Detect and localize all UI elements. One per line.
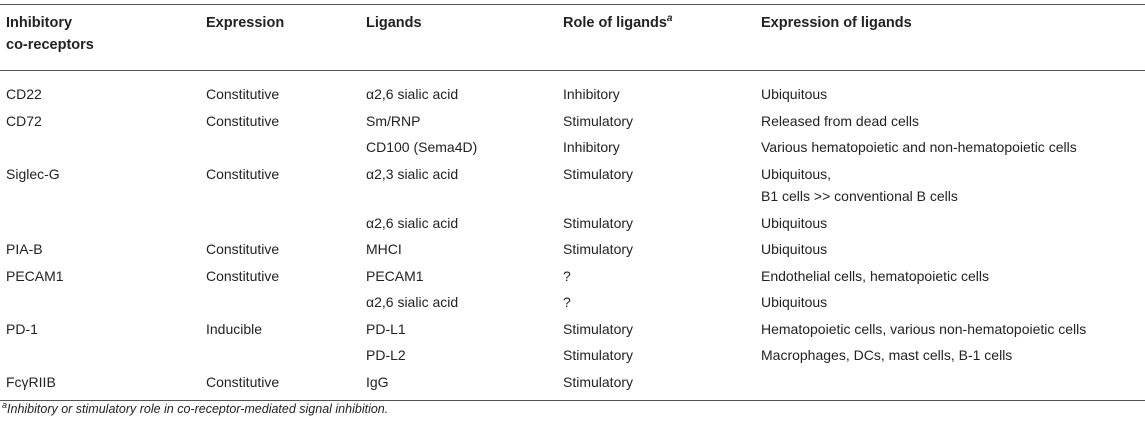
cell-ligand-expression (761, 369, 1145, 401)
cell-role: Inhibitory (563, 86, 620, 102)
cell-receptor: FcγRIIB (6, 373, 56, 390)
table-row: α2,6 sialic acid? Ubiquitous (0, 289, 1145, 316)
cell-ligand: MHCI (366, 241, 402, 257)
cell-role: ? (563, 267, 571, 284)
cell-receptor: PIA-B (6, 241, 43, 257)
cell-expression: Inducible (206, 320, 263, 337)
cell-expression (206, 289, 366, 316)
table-row: Siglec-G Constitutive α2,3 sialic acid Stim… (0, 161, 1145, 210)
cell-receptor: PECAM1 (6, 267, 64, 284)
cell-expression: Constitutive (206, 86, 280, 102)
cell-ligand: PD-L2 (366, 347, 406, 363)
table-body: CD22 Constitutive α2,6 sialic acid Inhibito… (0, 71, 1145, 401)
cell-role: Stimulatory (563, 214, 634, 231)
cell-receptor: Siglec-G (6, 165, 60, 182)
cell-role: Stimulatory (563, 241, 634, 257)
cell-ligand-expression: Various hematopoietic and non-hematopoie… (761, 139, 1077, 155)
cell-ligand: Sm/RNP (366, 112, 421, 129)
cell-ligand: PD-L1 (366, 320, 406, 337)
cell-ligand: α2,6 sialic acid (366, 294, 459, 310)
cell-expression: Constitutive (206, 241, 280, 257)
cell-ligand-expression: Released from dead cells (761, 112, 919, 129)
cell-receptor (0, 210, 206, 237)
header-footnote-mark: a (666, 13, 673, 25)
cell-ligand-expression: Endothelial cells, hematopoietic cells (761, 267, 990, 284)
cell-ligand: CD100 (Sema4D) (366, 139, 478, 155)
table-row: CD22 Constitutive α2,6 sialic acid Inhibito… (0, 71, 1145, 108)
footnote-mark: a (2, 400, 8, 410)
table-row: α2,6 sialic acid Stimulatory Ubiquitous (0, 210, 1145, 237)
cell-receptor: CD72 (6, 112, 42, 129)
cell-ligand: IgG (366, 373, 389, 390)
table-row: CD100 (Sema4D) Inhibitory Various hematopo… (0, 134, 1145, 161)
cell-expression (206, 210, 366, 237)
cell-receptor (0, 134, 206, 161)
cell-expression: Constitutive (206, 165, 280, 182)
cell-ligand-expression: Ubiquitous (761, 294, 828, 310)
cell-role: Stimulatory (563, 320, 634, 337)
cell-ligand-expression: Hematopoietic cells, various non-hematop… (761, 320, 1087, 337)
cell-expression: Constitutive (206, 112, 280, 129)
cell-ligand: α2,6 sialic acid (366, 214, 459, 231)
cell-role: Stimulatory (563, 112, 634, 129)
cell-expression: Constitutive (206, 373, 280, 390)
cell-receptor (0, 342, 206, 369)
cell-ligand-expression: Ubiquitous (761, 241, 828, 257)
cell-ligand-expression: Ubiquitous (761, 214, 828, 231)
table-row: PD-L2 Stimulatory Macrophages, DCs, mast c… (0, 342, 1145, 369)
cell-ligand-expression: Ubiquitous, B1 cells >> conventional B c… (761, 165, 958, 205)
table-row: PD-1 Inducible PD-L1 Stimulatory Hematopoiet… (0, 316, 1145, 343)
header-expression: Expression (206, 15, 285, 31)
table-footnote: aInhibitory or stimulatory role in co-re… (2, 400, 388, 416)
cell-receptor (0, 289, 206, 316)
table-row: CD72 Constitutive Sm/RNP Stimulatory Release… (0, 108, 1145, 135)
header-role-of-ligands: Role of ligandsa (563, 5, 761, 71)
cell-ligand: PECAM1 (366, 267, 424, 284)
cell-role: Stimulatory (563, 165, 634, 182)
co-receptor-table: Inhibitory co-receptors Expression Ligan… (0, 4, 1145, 401)
cell-ligand-expression: Macrophages, DCs, mast cells, B-1 cells (761, 347, 1013, 363)
table-row: PIA-B Constitutive MHCI Stimulatory Ubiquito… (0, 236, 1145, 263)
cell-receptor: PD-1 (6, 320, 38, 337)
table-row: PECAM1 Constitutive PECAM1? Endothelial cel… (0, 263, 1145, 290)
cell-ligand: α2,3 sialic acid (366, 165, 459, 182)
header-expression-of-ligands: Expression of ligands (761, 15, 912, 31)
header-role-text: Role of ligands (563, 15, 667, 31)
cell-ligand: α2,6 sialic acid (366, 86, 459, 102)
header-ligands: Ligands (366, 15, 422, 31)
footnote-text: Inhibitory or stimulatory role in co-rec… (7, 402, 389, 417)
cell-expression (206, 342, 366, 369)
table-header-row: Inhibitory co-receptors Expression Ligan… (0, 4, 1145, 71)
table-row: FcγRIIB Constitutive IgG Stimulatory (0, 369, 1145, 401)
cell-role: Stimulatory (563, 373, 634, 390)
header-inhibitory-co-receptors: Inhibitory co-receptors (6, 15, 94, 53)
cell-expression: Constitutive (206, 267, 280, 284)
cell-expression (206, 134, 366, 161)
cell-role: Stimulatory (563, 347, 634, 363)
cell-ligand-expression: Ubiquitous (761, 86, 828, 102)
cell-receptor: CD22 (6, 86, 42, 102)
cell-role: Inhibitory (563, 139, 620, 155)
cell-role: ? (563, 294, 571, 310)
